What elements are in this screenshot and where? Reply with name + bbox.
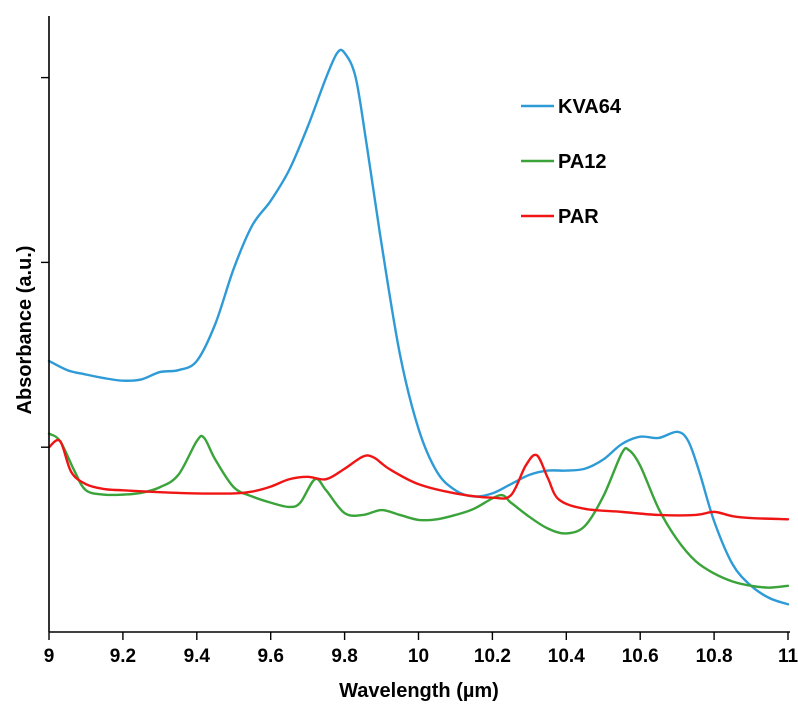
x-axis-title: Wavelength (µm) bbox=[339, 680, 499, 702]
axes-layer bbox=[48, 16, 790, 633]
series-layer bbox=[47, 48, 790, 606]
series-line-kva64 bbox=[47, 48, 790, 606]
x-tick-label-7: 10.4 bbox=[548, 646, 585, 667]
series-line-par bbox=[47, 438, 790, 521]
x-tick-label-10: 11 bbox=[778, 646, 798, 667]
legend-label-pa12: PA12 bbox=[558, 151, 607, 173]
x-tick-label-8: 10.6 bbox=[622, 646, 659, 667]
ticks-layer: 9 9.2 9.4 9.6 9.8 10 10.2 10.4 10.6 10.8 11 bbox=[41, 76, 798, 667]
legend: KVA64 PA12 PAR bbox=[521, 96, 622, 228]
x-tick-label-6: 10.2 bbox=[474, 646, 511, 667]
x-tick-label-3: 9.6 bbox=[257, 646, 283, 667]
x-tick-label-5: 10 bbox=[408, 646, 429, 667]
series-line-pa12 bbox=[47, 432, 790, 589]
legend-label-par: PAR bbox=[558, 206, 599, 228]
x-tick-label-0: 9 bbox=[44, 646, 55, 667]
x-tick-label-9: 10.8 bbox=[696, 646, 733, 667]
legend-label-kva64: KVA64 bbox=[558, 96, 622, 118]
x-tick-label-2: 9.4 bbox=[184, 646, 211, 667]
y-axis-title: Absorbance (a.u.) bbox=[14, 246, 36, 415]
x-tick-label-1: 9.2 bbox=[110, 646, 136, 667]
x-tick-label-4: 9.8 bbox=[331, 646, 357, 667]
